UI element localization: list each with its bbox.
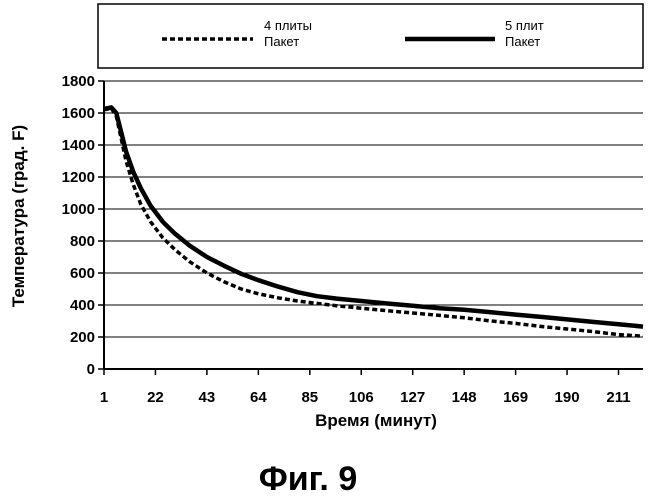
y-tick-label-800: 800 bbox=[70, 233, 95, 250]
y-tick-label-1600: 1600 bbox=[62, 105, 95, 122]
legend-label-5-plates-line2: Пакет bbox=[505, 34, 540, 49]
legend-label-4-plates-line2: Пакет bbox=[264, 34, 299, 49]
y-tick-label-1400: 1400 bbox=[62, 137, 95, 154]
legend-label-4-plates-line1: 4 плиты bbox=[264, 18, 312, 33]
figure-caption: Фиг. 9 bbox=[259, 460, 357, 498]
x-ticks: 1 22 43 64 85 106 127 148 169 190 211 bbox=[100, 369, 631, 406]
y-tick-label-600: 600 bbox=[70, 265, 95, 282]
legend: 4 плиты Пакет 5 плит Пакет bbox=[98, 4, 643, 68]
x-tick-label-169: 169 bbox=[503, 389, 528, 406]
axes bbox=[104, 81, 643, 369]
y-tick-label-200: 200 bbox=[70, 329, 95, 346]
y-tick-label-1800: 1800 bbox=[62, 73, 95, 90]
y-tick-label-1000: 1000 bbox=[62, 201, 95, 218]
x-tick-label-211: 211 bbox=[606, 389, 630, 406]
x-tick-label-190: 190 bbox=[555, 389, 580, 406]
legend-label-5-plates-line1: 5 плит bbox=[505, 18, 544, 33]
x-tick-label-106: 106 bbox=[349, 389, 374, 406]
series-layer bbox=[104, 107, 643, 336]
y-ticks: 0 200 400 600 800 1000 1200 1400 1600 1800 bbox=[62, 73, 104, 378]
x-tick-label-1: 1 bbox=[100, 389, 108, 406]
series-line-5-plates bbox=[104, 107, 643, 326]
x-tick-label-64: 64 bbox=[250, 389, 267, 406]
x-tick-label-85: 85 bbox=[301, 389, 318, 406]
gridlines bbox=[104, 81, 643, 337]
legend-box bbox=[98, 4, 643, 68]
x-tick-label-148: 148 bbox=[452, 389, 477, 406]
y-tick-label-0: 0 bbox=[87, 361, 95, 378]
y-tick-label-400: 400 bbox=[70, 297, 95, 314]
x-tick-label-127: 127 bbox=[400, 389, 425, 406]
x-tick-label-43: 43 bbox=[199, 389, 216, 406]
y-tick-label-1200: 1200 bbox=[62, 169, 95, 186]
y-axis-title: Температура (град. F) bbox=[9, 125, 28, 307]
x-axis-title: Время (минут) bbox=[315, 411, 437, 430]
x-tick-label-22: 22 bbox=[147, 389, 164, 406]
